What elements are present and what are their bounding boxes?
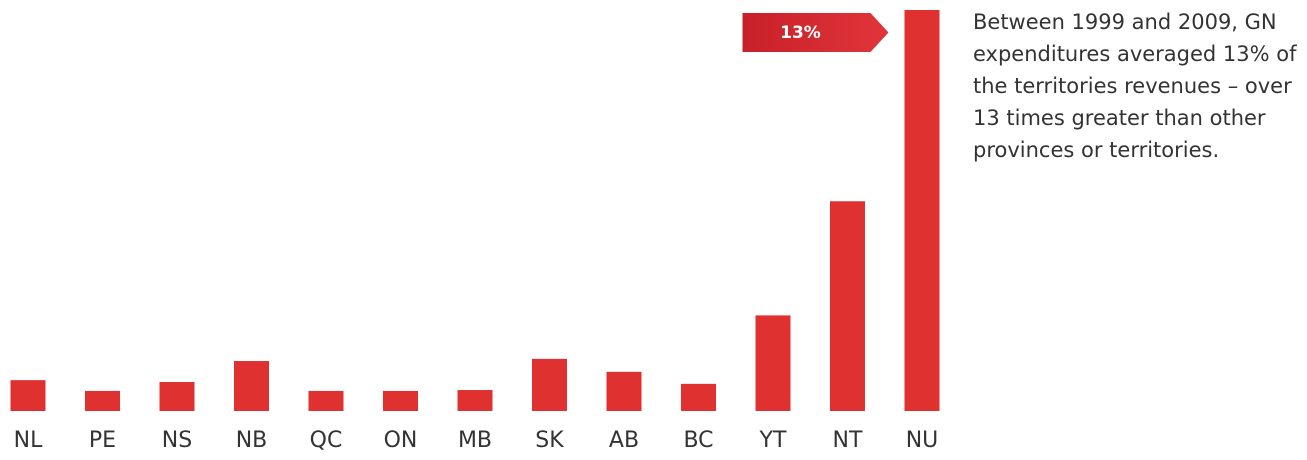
value-label-banner: [742, 13, 889, 52]
x-tick-label: MB: [458, 428, 492, 453]
x-tick-label: PE: [89, 428, 116, 453]
bar: [383, 390, 418, 411]
bar: [308, 390, 344, 411]
bar: [830, 201, 865, 411]
annotation: Between 1999 and 2009, GN expenditures a…: [973, 10, 1297, 162]
bar: [755, 315, 791, 411]
x-tick-label: SK: [535, 428, 564, 453]
bar: [159, 382, 195, 411]
x-tick-label: NU: [906, 428, 939, 453]
bar: [85, 390, 120, 411]
bar: [532, 358, 567, 411]
bar: [606, 371, 642, 411]
x-tick-label: AB: [609, 428, 639, 453]
bar: [904, 10, 940, 411]
x-tick-label: NT: [833, 428, 863, 453]
x-tick-label: ON: [384, 428, 418, 453]
bar: [234, 361, 269, 411]
x-tick-label: YT: [759, 428, 787, 453]
bar: [457, 390, 493, 411]
x-tick-label: NL: [14, 428, 43, 453]
chart: NL PE NS NB QC ON MB SK AB BC YT NT NU 13%: [10, 10, 940, 453]
x-tick-label: NB: [236, 428, 268, 453]
bar: [10, 380, 46, 411]
x-tick-label: NS: [162, 428, 192, 453]
x-tick-label: BC: [683, 428, 713, 453]
x-tick-label: QC: [310, 428, 343, 453]
bar: [681, 383, 716, 411]
value-label: 13%: [780, 23, 821, 43]
